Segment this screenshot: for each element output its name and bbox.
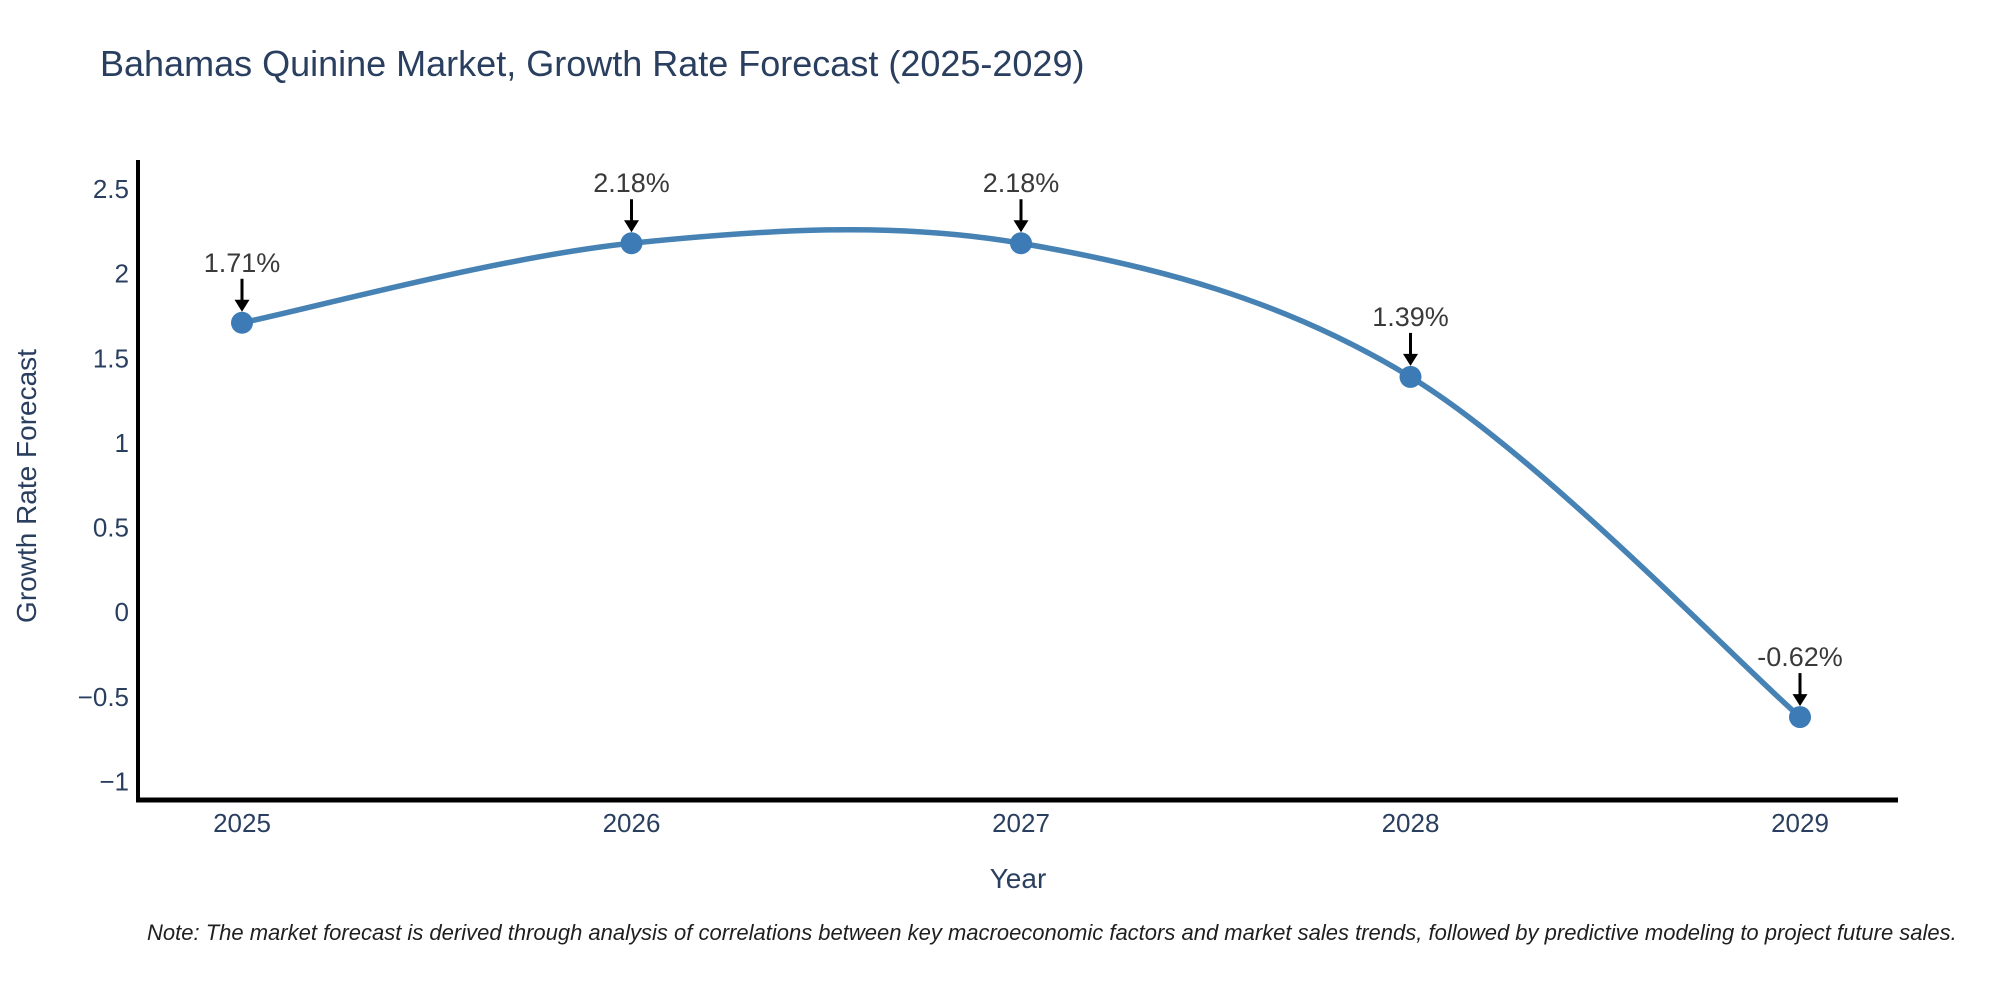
annotation-arrow-head bbox=[624, 220, 639, 233]
annotation-arrow-head bbox=[234, 299, 250, 312]
data-point-marker bbox=[620, 232, 643, 255]
y-tick-label: 0 bbox=[115, 597, 129, 627]
x-axis-title: Year bbox=[990, 863, 1047, 894]
trend-line bbox=[239, 226, 1803, 720]
x-tick-label: 2029 bbox=[1771, 808, 1829, 838]
plot-layer: −1 −0.5 0 0.5 1 1.5 2 2.5 2025 2026 2027 2028 2029 1.… bbox=[78, 168, 1843, 838]
y-tick-label: 2 bbox=[115, 259, 129, 289]
y-tick-label: 0.5 bbox=[93, 513, 129, 543]
x-tick-label: 2026 bbox=[603, 808, 661, 838]
x-tick-label: 2028 bbox=[1382, 808, 1440, 838]
data-point-marker bbox=[231, 311, 253, 334]
annotation-arrow-head bbox=[1013, 220, 1029, 233]
data-point-marker bbox=[1010, 232, 1032, 255]
annotation-arrow-head bbox=[1792, 694, 1808, 707]
data-point-annotation: -0.62% bbox=[1757, 642, 1843, 672]
footnote: Note: The market forecast is derived thr… bbox=[147, 920, 1957, 945]
chart-title: Bahamas Quinine Market, Growth Rate Fore… bbox=[100, 43, 1085, 84]
x-tick-label: 2027 bbox=[992, 808, 1050, 838]
data-point-annotation: 1.71% bbox=[204, 248, 281, 278]
y-axis-title: Growth Rate Forecast bbox=[11, 349, 42, 623]
x-tick-label: 2025 bbox=[213, 808, 271, 838]
data-point-marker bbox=[1789, 706, 1811, 729]
data-point-annotation: 2.18% bbox=[983, 168, 1060, 198]
y-tick-label: 1 bbox=[115, 428, 129, 458]
y-tick-label: 2.5 bbox=[93, 174, 129, 204]
y-tick-label: −1 bbox=[99, 766, 129, 796]
data-point-annotation: 1.39% bbox=[1372, 302, 1449, 332]
data-point-marker bbox=[1399, 365, 1422, 388]
data-point-annotation: 2.18% bbox=[593, 168, 670, 198]
y-tick-label: −0.5 bbox=[78, 682, 129, 712]
annotation-arrow-head bbox=[1403, 353, 1418, 366]
y-tick-label: 1.5 bbox=[93, 343, 129, 373]
